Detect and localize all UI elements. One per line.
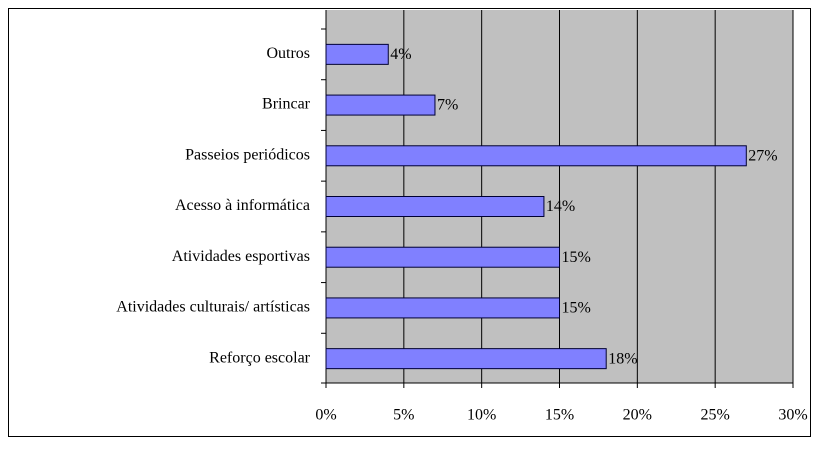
data-label: 14%	[546, 198, 575, 215]
y-tick-label: Reforço escolar	[209, 349, 311, 366]
x-tick-label: 20%	[623, 407, 652, 424]
data-label: 15%	[562, 300, 591, 317]
bar	[325, 196, 545, 217]
x-tick-label: 15%	[545, 407, 574, 424]
x-tick-label: 0%	[315, 407, 336, 424]
y-tick-label: Atividades esportivas	[172, 248, 310, 265]
bar	[325, 145, 747, 167]
data-label: 27%	[748, 147, 777, 164]
data-label: 15%	[562, 249, 591, 266]
data-label: 18%	[608, 350, 637, 367]
x-tick-label: 25%	[701, 407, 730, 424]
bar	[325, 348, 607, 370]
bar	[325, 297, 560, 319]
x-tick-label: 10%	[467, 407, 496, 424]
bar	[325, 246, 560, 268]
x-tick-label: 30%	[778, 407, 807, 424]
bar	[325, 43, 389, 65]
y-tick-label: Atividades culturais/ artísticas	[116, 299, 310, 316]
y-tick-label: Passeios periódicos	[185, 146, 310, 163]
x-tick-label: 5%	[393, 407, 414, 424]
y-tick-label: Acesso à informática	[175, 197, 310, 214]
data-label: 4%	[390, 46, 411, 63]
y-tick-label: Outros	[266, 45, 310, 62]
data-label: 7%	[437, 97, 458, 114]
bar	[325, 94, 436, 116]
y-tick-label: Brincar	[262, 96, 311, 113]
